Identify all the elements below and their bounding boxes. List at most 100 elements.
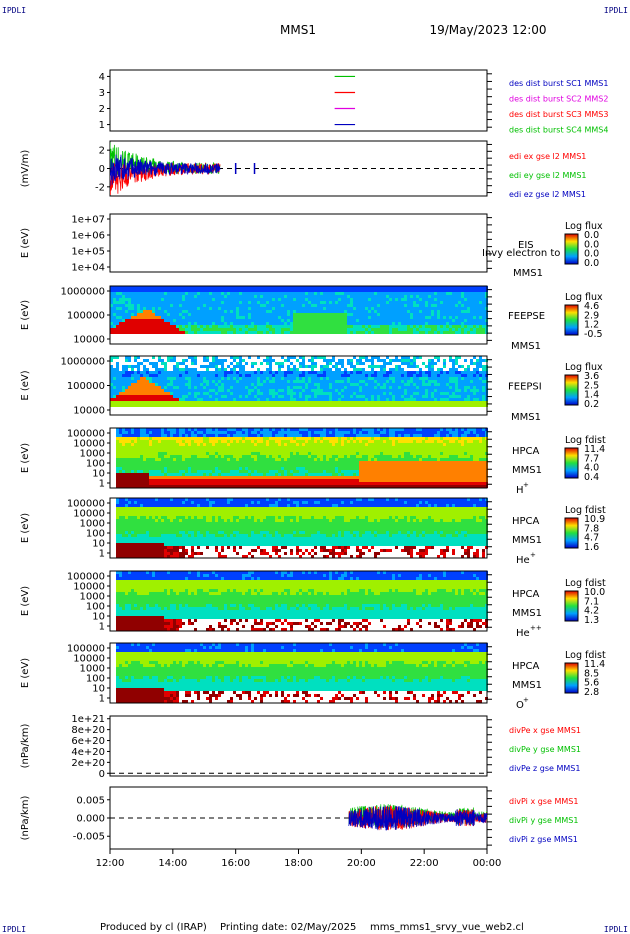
- colorbar-tick-label: 4.6: [584, 301, 599, 312]
- y-tick-label: 100000: [67, 644, 105, 655]
- y-tick-label: 100000: [67, 572, 105, 583]
- heatmap-cells: [116, 571, 488, 631]
- legend-entry: des dist burst SC2 MMS2: [509, 95, 608, 104]
- time-tick-label: 00:00: [473, 858, 502, 869]
- colorbar-tick-label: 8.5: [584, 668, 599, 679]
- colorbar-tick-label: 0.0: [584, 249, 599, 260]
- colorbar-tick-label: 0.2: [584, 399, 599, 410]
- y-axis-label: E (eV): [20, 513, 31, 543]
- y-tick-label: -2: [95, 182, 105, 193]
- y-tick-label: 6e+20: [71, 736, 105, 747]
- panel-frame: [109, 69, 488, 132]
- panel-edi: (mV/m) 2 0 -2 edi ex gse l2 MMS1 edi ey gse l…: [20, 140, 587, 199]
- y-tick-label: 10000: [73, 406, 105, 417]
- divpi-series-2: [348, 805, 487, 831]
- spacecraft-label: MMS1: [512, 680, 542, 691]
- species-charge: +: [530, 551, 536, 559]
- corner-mark-bottom-left: IPDLI: [2, 925, 26, 934]
- y-tick-label: 0.000: [76, 814, 105, 825]
- legend-entry: des dist burst SC4 MMS4: [509, 126, 608, 135]
- colorbar-tick-label: 2.9: [584, 310, 599, 321]
- edi-series-2: [110, 154, 221, 187]
- y-tick-label: 1e+06: [71, 231, 105, 242]
- colorbar-tick-label: 4.7: [584, 533, 599, 544]
- legend-entry: edi ez gse l2 MMS1: [509, 190, 586, 199]
- y-tick-label: 10: [92, 684, 105, 695]
- figure-datetime: 19/May/2023 12:00: [429, 23, 546, 37]
- colorbar-tick-label: 0.0: [584, 239, 599, 250]
- species-label: H: [516, 485, 524, 496]
- colorbar-tick-label: 0.0: [584, 258, 599, 269]
- colorbar-tick-label: 10.0: [584, 587, 605, 598]
- legend-entry: divPe z gse MMS1: [509, 764, 580, 773]
- species-label: He: [516, 628, 530, 639]
- colorbar-tick-label: 0.4: [584, 472, 599, 483]
- panels-group: 4 3 2 1 des dist burst SC1 MMS1 des dist burs…: [20, 69, 608, 850]
- instrument-label: HPCA: [512, 446, 540, 457]
- y-tick-label: 100: [86, 674, 105, 685]
- y-tick-label: 1e+21: [71, 714, 105, 725]
- legend-entry: divPe x gse MMS1: [509, 726, 581, 735]
- y-tick-label: 1: [99, 120, 105, 131]
- footer-printing-date: Printing date: 02/May/2025: [220, 922, 356, 933]
- colorbar-tick-label: 2.8: [584, 687, 599, 698]
- corner-mark-bottom-right: IPDLI: [604, 925, 628, 934]
- y-axis-label: E (eV): [20, 300, 31, 330]
- y-tick-label: 1000: [80, 592, 105, 603]
- heatmap-cells: [116, 643, 488, 703]
- legend-entry: divPi x gse MMS1: [509, 797, 578, 806]
- spacecraft-label: MMS1: [511, 412, 541, 423]
- y-axis-label: (nPa/km): [20, 724, 31, 769]
- legend-entry: divPe y gse MMS1: [509, 745, 581, 754]
- species-charge: +: [523, 696, 529, 704]
- y-tick-label: 1000000: [60, 357, 105, 368]
- colorbar-title: Log fdist: [565, 578, 606, 589]
- y-axis-label: E (eV): [20, 658, 31, 688]
- y-axis-label: E (eV): [20, 586, 31, 616]
- y-tick-label: 10000: [73, 335, 105, 346]
- colorbar-tick-label: 11.4: [584, 444, 605, 455]
- colorbar-title: Log fdist: [565, 650, 606, 661]
- y-axis-label: (nPa/km): [20, 796, 31, 841]
- y-tick-label: 10000: [73, 582, 105, 593]
- species-label: O: [516, 700, 524, 711]
- y-tick-label: -0.005: [73, 832, 105, 843]
- legend-entry: edi ey gse l2 MMS1: [509, 171, 587, 180]
- instrument-label: FEEPSI: [508, 382, 542, 393]
- time-axis: 12:00 14:00 16:00 18:00 20:00 22:00 00:00: [96, 849, 502, 869]
- eis-extra-label: Invy electron to: [482, 248, 560, 259]
- y-tick-label: 8e+20: [71, 725, 105, 736]
- heatmap-cells: [116, 498, 488, 558]
- y-tick-label: 100000: [67, 429, 105, 440]
- colorbar-tick-label: 1.2: [584, 320, 599, 331]
- y-tick-label: 0.005: [76, 795, 105, 806]
- colorbar-tick-label: 11.4: [584, 659, 605, 670]
- colorbar-tick-label: -0.5: [584, 329, 603, 340]
- y-tick-label: 100: [86, 529, 105, 540]
- colorbar: [564, 447, 579, 479]
- colorbar-tick-label: 1.4: [584, 390, 599, 401]
- time-tick-label: 16:00: [221, 858, 250, 869]
- y-axis-label: (mV/m): [20, 150, 31, 188]
- instrument-label: HPCA: [512, 661, 540, 672]
- instrument-label: HPCA: [512, 516, 540, 527]
- heatmap-cells: [110, 356, 488, 407]
- colorbar-tick-label: 1.6: [584, 542, 599, 553]
- spacecraft-label: MMS1: [512, 608, 542, 619]
- y-tick-label: 2e+20: [71, 758, 105, 769]
- y-tick-label: 1000: [80, 519, 105, 530]
- colorbar-tick-label: 4.2: [584, 606, 599, 617]
- y-tick-label: 1: [99, 479, 105, 490]
- colorbar-tick-label: 10.9: [584, 514, 605, 525]
- colorbar-tick-label: 3.6: [584, 371, 599, 382]
- colorbar-title: Log flux: [565, 221, 603, 232]
- heatmap-cells: [116, 428, 488, 488]
- colorbar-tick-label: 1.3: [584, 615, 599, 626]
- colorbar-tick-label: 7.8: [584, 523, 599, 534]
- panel-frame: [109, 642, 488, 704]
